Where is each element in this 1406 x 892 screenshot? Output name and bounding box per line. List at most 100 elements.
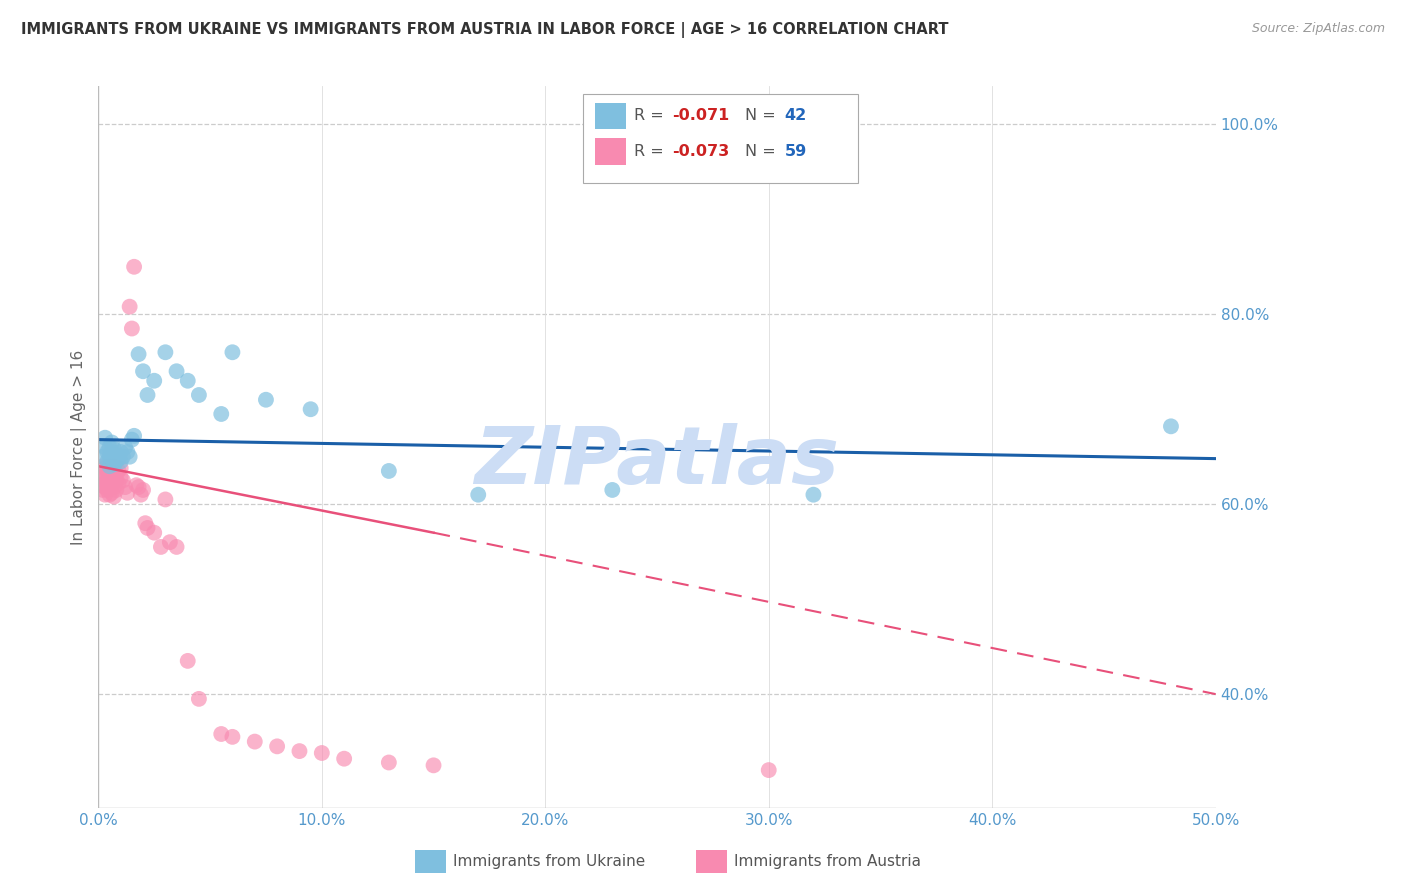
Point (98, 476, 121, 491)
Point (311, 746, 333, 760)
Point (221, 345, 243, 359)
Point (128, 347, 150, 361)
Text: 42: 42 (785, 109, 807, 123)
Point (110, 461, 132, 475)
Point (187, 691, 209, 706)
Point (378, 756, 401, 770)
Text: -0.071: -0.071 (672, 109, 730, 123)
Point (128, 480, 150, 494)
Point (94, 488, 117, 502)
Point (91, 450, 114, 464)
Point (103, 442, 125, 456)
Point (758, 763, 780, 777)
Point (266, 739, 288, 754)
Point (94, 480, 117, 494)
Point (803, 488, 825, 502)
Point (100, 435, 122, 450)
Point (467, 488, 489, 502)
Point (221, 730, 243, 744)
Point (166, 364, 188, 378)
Point (96, 445, 118, 459)
Text: N =: N = (745, 109, 782, 123)
Point (96, 464, 118, 478)
Point (177, 374, 200, 388)
Point (96, 454, 118, 468)
Point (114, 480, 136, 494)
Point (98, 459, 121, 474)
Point (136, 388, 159, 402)
Point (91, 474, 114, 488)
Point (143, 374, 166, 388)
Point (103, 459, 125, 474)
Point (122, 429, 145, 443)
Text: -0.073: -0.073 (672, 145, 730, 159)
Point (125, 478, 148, 492)
Point (100, 451, 122, 466)
Point (105, 448, 128, 462)
Point (600, 483, 623, 497)
Point (98, 459, 121, 474)
Point (132, 364, 155, 378)
Point (155, 345, 177, 359)
Point (1160, 419, 1182, 434)
Point (100, 468, 122, 483)
Point (187, 388, 209, 402)
Text: Immigrants from Austria: Immigrants from Austria (734, 855, 921, 869)
Point (149, 540, 172, 554)
Point (96, 474, 118, 488)
Y-axis label: In Labor Force | Age > 16: In Labor Force | Age > 16 (72, 350, 87, 545)
Point (177, 654, 200, 668)
Point (114, 440, 136, 454)
Point (105, 454, 128, 468)
Text: N =: N = (745, 145, 782, 159)
Text: R =: R = (634, 109, 669, 123)
Point (107, 464, 129, 478)
Point (110, 454, 132, 468)
Point (122, 260, 145, 274)
Text: R =: R = (634, 145, 669, 159)
Point (378, 464, 401, 478)
Point (103, 474, 125, 488)
Point (132, 483, 155, 497)
Point (117, 485, 139, 500)
Point (103, 480, 125, 494)
Point (159, 535, 181, 549)
Point (103, 490, 125, 504)
Point (118, 450, 141, 464)
Text: Source: ZipAtlas.com: Source: ZipAtlas.com (1251, 22, 1385, 36)
Point (288, 744, 311, 758)
Point (100, 485, 122, 500)
Point (299, 402, 322, 417)
Point (107, 476, 129, 491)
Point (136, 521, 159, 535)
Point (333, 752, 356, 766)
Point (243, 734, 266, 748)
Point (105, 483, 128, 497)
Text: Immigrants from Ukraine: Immigrants from Ukraine (453, 855, 645, 869)
Point (107, 451, 129, 466)
Point (98, 450, 121, 464)
Point (111, 474, 134, 488)
Point (96, 483, 118, 497)
Point (129, 488, 152, 502)
Point (103, 458, 125, 472)
Point (111, 450, 134, 464)
Point (121, 321, 143, 335)
Point (91, 483, 114, 497)
Point (422, 758, 444, 772)
Point (209, 407, 232, 421)
Point (98, 440, 121, 454)
Point (117, 445, 139, 459)
Point (105, 467, 128, 481)
Point (94, 461, 117, 475)
Point (90, 468, 112, 483)
Point (143, 525, 166, 540)
Point (98, 488, 121, 502)
Point (166, 540, 188, 554)
Point (134, 516, 156, 531)
Point (110, 470, 132, 484)
Text: IMMIGRANTS FROM UKRAINE VS IMMIGRANTS FROM AUSTRIA IN LABOR FORCE | AGE > 16 COR: IMMIGRANTS FROM UKRAINE VS IMMIGRANTS FR… (21, 22, 949, 38)
Point (110, 445, 132, 459)
Point (94, 440, 117, 454)
Point (155, 492, 177, 507)
